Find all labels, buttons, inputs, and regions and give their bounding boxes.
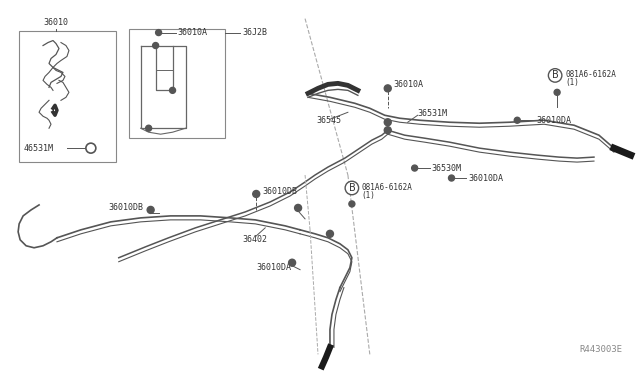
Text: 36010DA: 36010DA [468, 173, 504, 183]
Circle shape [253, 190, 260, 198]
Polygon shape [19, 31, 116, 162]
Text: R443003E: R443003E [579, 345, 622, 354]
Circle shape [170, 87, 175, 93]
Circle shape [384, 127, 391, 134]
Polygon shape [129, 29, 225, 138]
Text: 36531M: 36531M [418, 109, 447, 118]
Circle shape [156, 30, 161, 36]
Text: 36010: 36010 [44, 18, 68, 27]
Text: 36545: 36545 [316, 116, 341, 125]
Text: B: B [349, 183, 355, 193]
Circle shape [412, 165, 418, 171]
Text: 36010A: 36010A [394, 80, 424, 89]
Text: 36010DB: 36010DB [109, 203, 144, 212]
Circle shape [289, 259, 296, 266]
Circle shape [294, 205, 301, 211]
Circle shape [86, 143, 96, 153]
Circle shape [384, 119, 391, 126]
Circle shape [515, 117, 520, 123]
Circle shape [349, 201, 355, 207]
Circle shape [449, 175, 454, 181]
Text: (1): (1) [362, 192, 376, 201]
Text: 081A6-6162A: 081A6-6162A [565, 70, 616, 79]
Circle shape [152, 42, 159, 48]
Text: 46531M: 46531M [23, 144, 53, 153]
Text: 36530M: 36530M [431, 164, 461, 173]
Text: B: B [552, 70, 559, 80]
Circle shape [554, 89, 560, 95]
Circle shape [147, 206, 154, 214]
Text: (1): (1) [565, 78, 579, 87]
Text: 36010DA: 36010DA [256, 263, 291, 272]
Text: 36010DA: 36010DA [536, 116, 571, 125]
Circle shape [326, 230, 333, 237]
Text: 36010DB: 36010DB [262, 187, 297, 196]
Text: 36010A: 36010A [177, 28, 207, 37]
Text: 36402: 36402 [243, 235, 268, 244]
Circle shape [146, 125, 152, 131]
Text: 081A6-6162A: 081A6-6162A [362, 183, 413, 192]
Circle shape [384, 85, 391, 92]
Text: 36J2B: 36J2B [243, 28, 268, 37]
